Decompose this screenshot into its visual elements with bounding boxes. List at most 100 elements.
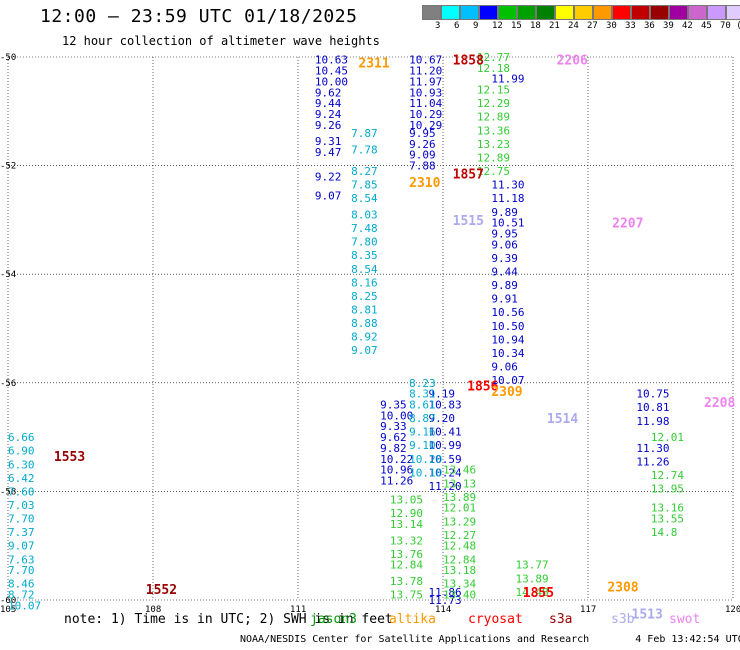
wave-height-value: 11.18 xyxy=(491,192,524,205)
track-1553: 6.666.906.306.427.607.037.707.379.077.63… xyxy=(8,431,41,612)
wave-height-value: 7.48 xyxy=(351,222,378,235)
wave-height-value: 9.07 xyxy=(351,344,378,357)
wave-height-value: 11.20 xyxy=(429,480,462,493)
y-axis-label: -60 xyxy=(0,596,16,606)
page-subtitle: 12 hour collection of altimeter wave hei… xyxy=(62,34,380,48)
wave-height-value: 9.07 xyxy=(8,540,35,553)
color-scale-cell xyxy=(631,5,650,20)
map-grid xyxy=(7,56,734,601)
wave-height-value: 11.26 xyxy=(380,475,413,488)
wave-height-value: 7.85 xyxy=(351,179,378,192)
wave-height-value: 13.34 xyxy=(443,578,476,591)
wave-height-value: 10.83 xyxy=(429,399,462,412)
wave-height-value: 9.44 xyxy=(491,265,518,278)
color-scale-cell xyxy=(726,5,740,20)
legend-altika: altika xyxy=(389,612,436,627)
x-axis-label: 108 xyxy=(145,605,161,615)
wave-height-value: 9.95 xyxy=(491,227,518,240)
y-axis-label: -54 xyxy=(0,270,16,280)
wave-height-value: 13.13 xyxy=(443,477,476,490)
wave-height-value: 13.05 xyxy=(390,494,423,507)
wave-height-value: 13.75 xyxy=(390,589,423,602)
color-scale-label: 30 xyxy=(606,21,617,31)
track-1858: 10.6711.2011.9710.9311.0410.2910.299.959… xyxy=(409,54,442,173)
wave-height-value: 7.78 xyxy=(351,143,378,156)
pass-label: 2309 xyxy=(491,385,522,400)
x-axis-label: 120 xyxy=(725,605,740,615)
pass-label: 2208 xyxy=(704,396,735,411)
page-title: 12:00 – 23:59 UTC 01/18/2025 xyxy=(40,6,358,27)
wave-height-value: 6.42 xyxy=(8,472,35,485)
wave-height-value: 9.82 xyxy=(380,442,407,455)
color-scale-label: 24 xyxy=(568,21,579,31)
wave-height-value: 9.06 xyxy=(491,238,518,251)
color-scale-cell xyxy=(536,5,555,20)
wave-height-value: 13.14 xyxy=(390,518,423,531)
color-scale-cell xyxy=(574,5,593,20)
wave-height-value: 12.77 xyxy=(477,51,510,64)
wave-height-value: 9.07 xyxy=(315,189,342,202)
wave-height-value: 8.54 xyxy=(351,263,378,276)
track-1515: 7.877.788.277.858.548.037.487.808.358.54… xyxy=(351,127,378,357)
color-scale-label: 70 (ft) xyxy=(720,21,740,31)
legend-jason3: jason3 xyxy=(310,612,357,627)
color-scale-label: 18 xyxy=(530,21,541,31)
wave-height-value: 10.29 xyxy=(409,119,442,132)
timestamp: 4 Feb 13:42:54 UTC 2025 xyxy=(635,634,740,645)
wave-height-value: 12.89 xyxy=(477,111,510,124)
color-scale-label: 6 xyxy=(454,21,460,31)
wave-height-value: 10.34 xyxy=(491,347,524,360)
wave-height-value: 8.87 xyxy=(409,412,436,425)
wave-height-value: 8.61 xyxy=(409,399,436,412)
wave-height-value: 9.26 xyxy=(409,138,436,151)
wave-height-value: 8.92 xyxy=(351,331,378,344)
wave-height-value: 10.41 xyxy=(429,426,462,439)
wave-height-value: 10.50 xyxy=(491,320,524,333)
wave-height-value: 12.84 xyxy=(443,553,476,566)
color-scale-cell xyxy=(688,5,707,20)
footer-credit: NOAA/NESDIS Center for Satellite Applica… xyxy=(240,634,740,645)
x-axis-label: 111 xyxy=(290,605,306,615)
wave-height-value: 10.94 xyxy=(491,333,524,346)
wave-height-value: 12.75 xyxy=(477,165,510,178)
color-scale-label: 27 xyxy=(587,21,598,31)
wave-height-value: 10.96 xyxy=(380,464,413,477)
wave-height-value: 10.67 xyxy=(409,54,442,67)
wave-height-value: 8.03 xyxy=(351,208,378,221)
wave-height-value: 11.26 xyxy=(636,456,669,469)
wave-height-value: 11.99 xyxy=(491,73,524,86)
x-axis-label: 117 xyxy=(580,605,596,615)
color-scale-cell xyxy=(707,5,726,20)
color-scale-label: 33 xyxy=(625,21,636,31)
wave-height-value: 7.80 xyxy=(351,236,378,249)
wave-height-value: 9.26 xyxy=(315,119,342,132)
wave-height-value: 11.98 xyxy=(636,415,669,428)
wave-height-value: 12.84 xyxy=(390,559,423,572)
wave-height-value: 12.74 xyxy=(651,469,684,482)
wave-height-value: 13.89 xyxy=(516,572,549,585)
color-scale-cell xyxy=(498,5,517,20)
pass-label: 1513 xyxy=(632,608,663,623)
y-axis-label: -52 xyxy=(0,162,16,172)
pass-label: 2308 xyxy=(607,580,638,595)
wave-height-value: 10.00 xyxy=(315,75,348,88)
wave-height-value: 7.87 xyxy=(351,127,378,140)
wave-height-value: 9.24 xyxy=(315,108,342,121)
wave-height-value: 9.89 xyxy=(491,206,518,219)
pass-label: 1855 xyxy=(523,586,554,601)
wave-height-value: 9.47 xyxy=(315,146,342,159)
wave-height-value: 6.66 xyxy=(8,431,35,444)
pass-label: 2311 xyxy=(358,56,389,71)
wave-height-value: 8.27 xyxy=(351,165,378,178)
wave-height-value: 7.70 xyxy=(8,564,35,577)
wave-height-value: 10.24 xyxy=(429,466,462,479)
wave-height-value: 6.30 xyxy=(8,458,35,471)
